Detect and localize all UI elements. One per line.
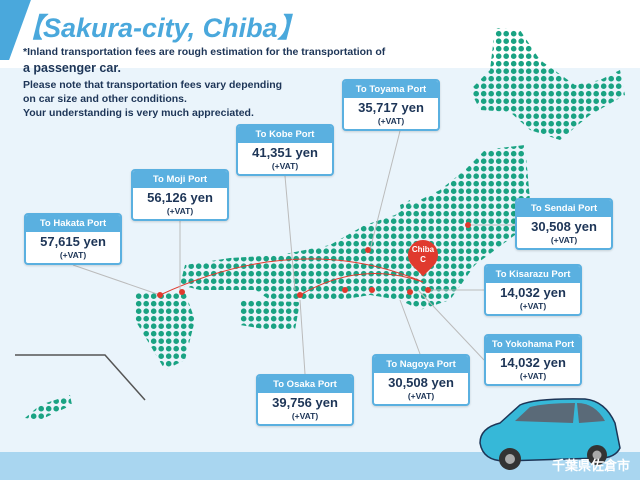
car-illustration bbox=[479, 398, 621, 470]
route-osaka bbox=[299, 273, 424, 296]
honshu bbox=[180, 145, 530, 310]
port-marker-hakata bbox=[157, 292, 163, 298]
divider-line bbox=[15, 354, 146, 401]
port-marker-yokohama bbox=[407, 289, 413, 295]
port-marker-moji bbox=[179, 289, 185, 295]
port-marker-nagoya bbox=[369, 287, 375, 293]
page-title: 【Sakura-city, Chiba】 bbox=[16, 13, 305, 43]
note-line: *Inland transportation fees are rough es… bbox=[23, 46, 386, 58]
kyushu bbox=[135, 292, 195, 370]
port-card-toyama: To Toyama Port 35,717 yen (+VAT) bbox=[342, 79, 440, 131]
note-line: Please note that transportation fees var… bbox=[23, 79, 283, 91]
route-lines bbox=[159, 258, 424, 296]
port-marker-kobe bbox=[297, 292, 303, 298]
shikoku bbox=[240, 300, 300, 330]
hokkaido bbox=[470, 28, 625, 140]
leader-lines bbox=[72, 130, 515, 375]
port-marker-kisarazu bbox=[425, 287, 431, 293]
watermark: 千葉県佐倉市 bbox=[552, 458, 631, 473]
port-card-osaka: To Osaka Port 39,756 yen (+VAT) bbox=[256, 374, 354, 426]
port-card-sendai: To Sendai Port 30,508 yen (+VAT) bbox=[515, 198, 613, 250]
route-hakata bbox=[159, 258, 424, 296]
port-marker-toyama bbox=[365, 247, 371, 253]
port-card-hakata: To Hakata Port 57,615 yen (+VAT) bbox=[24, 213, 122, 265]
chiba-pin-label: Chiba C bbox=[411, 245, 435, 264]
port-marker-sendai bbox=[465, 222, 471, 228]
note-line: a passenger car. bbox=[23, 61, 121, 75]
port-card-yokohama: To Yokohama Port 14,032 yen (+VAT) bbox=[484, 334, 582, 386]
port-card-nagoya: To Nagoya Port 30,508 yen (+VAT) bbox=[372, 354, 470, 406]
map-islands bbox=[25, 28, 625, 420]
port-card-moji: To Moji Port 56,126 yen (+VAT) bbox=[131, 169, 229, 221]
okinawa bbox=[25, 395, 72, 420]
sado bbox=[400, 200, 412, 215]
port-marker-osaka bbox=[342, 287, 348, 293]
port-markers bbox=[157, 222, 471, 298]
note-line: on car size and other conditions. bbox=[23, 93, 187, 105]
port-card-kisarazu: To Kisarazu Port 14,032 yen (+VAT) bbox=[484, 264, 582, 316]
note-line: Your understanding is very much apprecia… bbox=[23, 107, 254, 119]
port-card-kobe: To Kobe Port 41,351 yen (+VAT) bbox=[236, 124, 334, 176]
